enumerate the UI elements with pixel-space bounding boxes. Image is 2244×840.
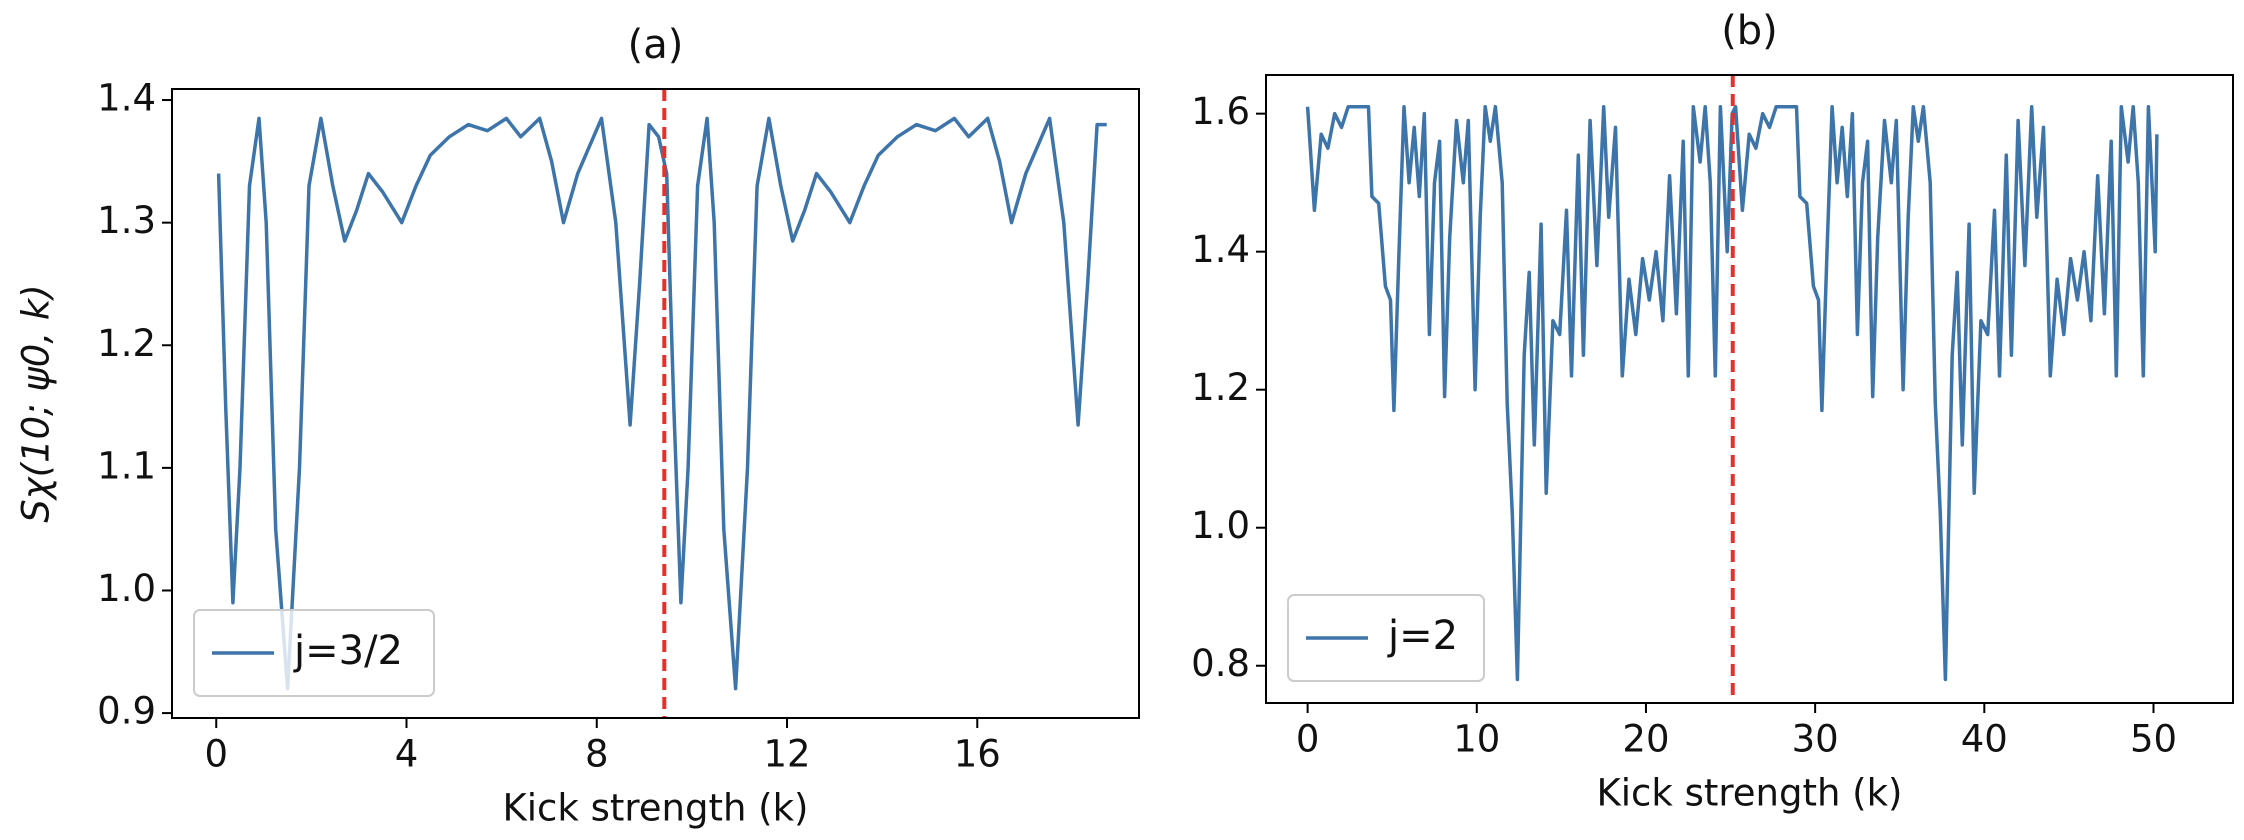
x-tick-label: 16 — [954, 733, 1001, 776]
x-tick-label: 0 — [1296, 718, 1320, 761]
y-axis-label: Sχ(10; ψ0, k) — [15, 284, 58, 522]
x-tick-label: 10 — [1453, 718, 1500, 761]
chart-title: (a) — [628, 22, 684, 68]
x-tick-label: 30 — [1792, 718, 1839, 761]
y-tick-label: 0.9 — [97, 690, 156, 733]
plot-frame — [1265, 74, 2234, 704]
y-tick-label: 1.2 — [97, 322, 156, 365]
x-axis-label: Kick strength (k) — [1597, 772, 1903, 815]
y-tick-label: 0.8 — [1191, 642, 1250, 685]
x-tick-label: 20 — [1622, 718, 1669, 761]
y-tick-label: 1.0 — [1191, 504, 1250, 547]
legend-box — [1287, 594, 1485, 682]
x-tick-label: 8 — [585, 733, 609, 776]
y-tick-label: 1.2 — [1191, 366, 1250, 409]
chart-title: (b) — [1721, 8, 1778, 54]
legend-label: j=3/2 — [293, 628, 403, 674]
x-tick-label: 40 — [1961, 718, 2008, 761]
y-tick-label: 1.4 — [1191, 228, 1250, 271]
y-tick-label: 1.6 — [1191, 90, 1250, 133]
legend-box — [193, 609, 435, 697]
x-tick-label: 12 — [763, 733, 810, 776]
y-tick-label: 1.4 — [97, 77, 156, 120]
x-tick-label: 4 — [395, 733, 419, 776]
x-tick-label: 0 — [204, 733, 228, 776]
legend-label: j=2 — [1387, 613, 1458, 659]
data-line — [1305, 104, 2159, 682]
y-tick-label: 1.1 — [97, 444, 156, 487]
y-tick-label: 1.0 — [97, 567, 156, 610]
plot-frame — [171, 88, 1140, 719]
y-tick-label: 1.3 — [97, 199, 156, 242]
x-axis-label: Kick strength (k) — [503, 787, 809, 830]
x-tick-label: 50 — [2130, 718, 2177, 761]
